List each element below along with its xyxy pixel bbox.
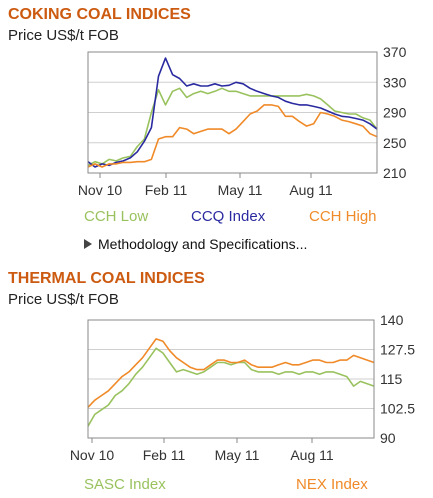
triangle-right-icon [84,239,92,249]
legend-ccq-index: CCQ Index [191,208,266,225]
thermal-y-tick-label: 140 [380,312,404,328]
thermal-series-line-0 [87,347,375,427]
thermal-y-tick-label: 127.5 [380,342,415,358]
legend-nex-index: NEX Index [296,476,368,493]
legend-cch-high: CCH High [309,208,377,225]
thermal-y-tick-label: 102.5 [380,401,415,417]
thermal-x-tick-label: Aug 11 [290,447,334,463]
coking-subtitle: Price US$/t FOB [8,27,119,44]
methodology-link-label: Methodology and Specifications... [98,236,308,252]
coking-y-tick-label: 210 [383,165,407,181]
coking-series-line-0 [87,87,378,167]
thermal-chart: 140 127.5 115 102.5 90 Nov 10 Feb 11 May 11 Aug … [70,312,415,463]
coking-x-tick-label: Aug 11 [289,182,333,198]
thermal-x-tick-label: Feb 11 [143,447,186,463]
coking-series-line-1 [87,57,378,168]
coking-chart: 370 330 290 250 210 Nov 10 Feb 11 May 11 Aug 11 [78,44,407,198]
thermal-series-line-1 [87,338,375,408]
coking-y-tick-label: 290 [383,105,407,121]
thermal-subtitle: Price US$/t FOB [8,291,119,308]
thermal-title: THERMAL COAL INDICES [8,270,205,287]
coking-x-tick-label: Feb 11 [145,182,188,198]
coking-y-tick-label: 250 [383,135,407,151]
coking-y-tick-label: 370 [383,44,407,60]
coking-x-tick-label: Nov 10 [78,182,123,198]
coking-series-line-2 [87,104,378,168]
coking-title: COKING COAL INDICES [8,6,191,23]
thermal-x-tick-label: Nov 10 [70,447,115,463]
legend-cch-low: CCH Low [84,208,149,225]
thermal-y-tick-label: 90 [380,430,396,446]
thermal-y-tick-label: 115 [380,371,403,387]
coking-plot-frame [87,51,378,174]
thermal-plot-frame [87,319,375,439]
methodology-link[interactable]: Methodology and Specifications... [84,236,307,252]
coking-y-tick-label: 330 [383,74,407,90]
legend-sasc-index: SASC Index [84,476,166,493]
thermal-x-tick-label: May 11 [215,447,260,463]
coking-x-tick-label: May 11 [218,182,263,198]
